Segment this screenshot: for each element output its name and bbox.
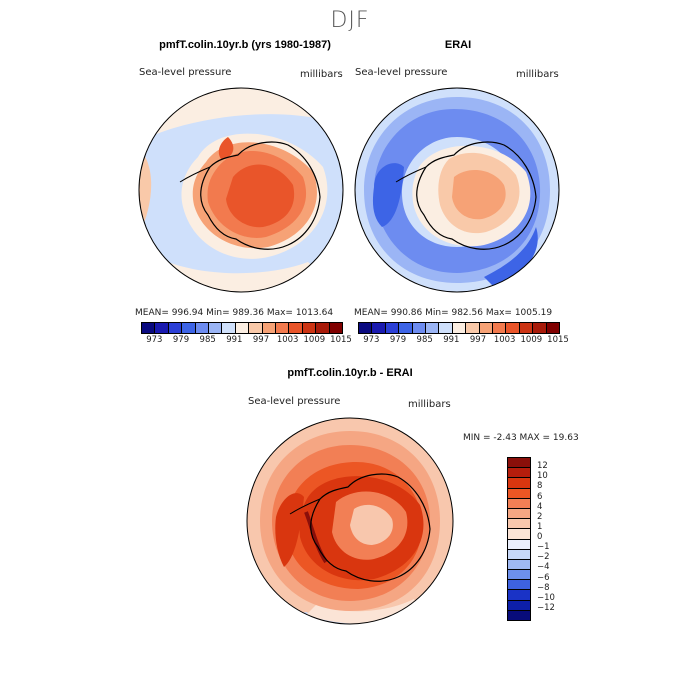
colorbar-tick-label: 4 xyxy=(537,501,543,512)
colorbar-swatch xyxy=(235,323,250,333)
colorbar-swatch xyxy=(466,323,480,333)
colorbar-swatch xyxy=(506,323,520,333)
obs-units-label: millibars xyxy=(516,69,559,80)
colorbar-tick-label: 8 xyxy=(537,481,543,492)
colorbar-swatch xyxy=(195,323,210,333)
colorbar-swatch xyxy=(508,529,530,540)
colorbar-tick-label: −1 xyxy=(537,542,550,553)
colorbar-tick-label: 985 xyxy=(199,335,216,345)
obs-colorbar xyxy=(358,322,560,334)
colorbar-swatch xyxy=(508,600,530,611)
colorbar-tick-label: 973 xyxy=(363,335,380,345)
colorbar-tick-label: 1009 xyxy=(303,335,326,345)
model-units-label: millibars xyxy=(300,69,343,80)
obs-variable-label: Sea-level pressure xyxy=(355,67,448,78)
colorbar-tick-label: −4 xyxy=(537,562,550,573)
colorbar-swatch xyxy=(142,323,156,333)
colorbar-tick-label: 1015 xyxy=(547,335,569,345)
colorbar-swatch xyxy=(412,323,427,333)
obs-panel-title: ERAI xyxy=(444,39,472,51)
colorbar-swatch xyxy=(508,549,530,560)
obs-polar-map xyxy=(354,87,560,293)
colorbar-swatch xyxy=(508,458,530,469)
diff-colorbar-ticks: 12 10 8 6 4 2 1 0 −1 −2 −4 −6 −8 −10 −12 xyxy=(537,457,567,621)
colorbar-swatch xyxy=(546,323,560,333)
colorbar-swatch xyxy=(426,323,440,333)
colorbar-tick-label: −12 xyxy=(537,602,555,613)
colorbar-swatch xyxy=(249,323,263,333)
colorbar-swatch xyxy=(439,323,453,333)
colorbar-swatch xyxy=(508,590,530,601)
colorbar-swatch xyxy=(222,323,236,333)
colorbar-tick-label: 6 xyxy=(537,491,543,502)
colorbar-swatch xyxy=(508,580,530,591)
colorbar-swatch xyxy=(508,519,530,530)
diff-polar-map xyxy=(246,417,454,625)
colorbar-swatch xyxy=(359,323,373,333)
colorbar-tick-label: 979 xyxy=(172,335,190,345)
colorbar-tick-label: 1003 xyxy=(276,335,299,345)
diff-colorbar xyxy=(507,457,531,621)
diff-stats: MIN = -2.43 MAX = 19.63 xyxy=(463,433,579,443)
colorbar-swatch xyxy=(276,323,290,333)
diff-units-label: millibars xyxy=(408,399,451,410)
colorbar-swatch xyxy=(519,323,534,333)
colorbar-swatch xyxy=(508,570,530,581)
colorbar-tick-label: 1003 xyxy=(493,335,516,345)
colorbar-swatch xyxy=(329,323,343,333)
colorbar-tick-label: −6 xyxy=(537,572,550,583)
colorbar-tick-label: 979 xyxy=(389,335,407,345)
model-colorbar xyxy=(141,322,343,334)
colorbar-tick-label: 1 xyxy=(537,521,543,532)
colorbar-tick-label: −8 xyxy=(537,582,550,593)
colorbar-swatch xyxy=(155,323,169,333)
colorbar-swatch xyxy=(262,323,277,333)
colorbar-swatch xyxy=(385,323,400,333)
colorbar-swatch xyxy=(493,323,507,333)
colorbar-swatch xyxy=(168,323,183,333)
colorbar-swatch xyxy=(399,323,413,333)
colorbar-swatch xyxy=(508,468,530,479)
colorbar-tick-label: −2 xyxy=(537,552,550,563)
colorbar-swatch xyxy=(182,323,196,333)
colorbar-swatch xyxy=(508,610,530,620)
colorbar-swatch xyxy=(452,323,467,333)
colorbar-swatch xyxy=(479,323,494,333)
colorbar-swatch xyxy=(508,539,530,550)
figure-title: DJF xyxy=(330,8,370,33)
colorbar-tick-label: 2 xyxy=(537,511,543,522)
colorbar-swatch xyxy=(508,559,530,571)
colorbar-tick-label: 12 xyxy=(537,461,548,472)
model-polar-map xyxy=(138,87,344,293)
colorbar-tick-label: 0 xyxy=(537,532,543,542)
colorbar-tick-label: 973 xyxy=(146,335,163,345)
colorbar-swatch xyxy=(508,498,530,509)
colorbar-swatch xyxy=(289,323,303,333)
colorbar-swatch xyxy=(533,323,547,333)
diff-panel-title: pmfT.colin.10yr.b - ERAI xyxy=(287,367,413,379)
colorbar-tick-label: 997 xyxy=(469,335,487,345)
colorbar-swatch xyxy=(508,508,530,520)
colorbar-tick-label: −10 xyxy=(537,592,555,603)
colorbar-swatch xyxy=(302,323,317,333)
colorbar-tick-label: 997 xyxy=(252,335,270,345)
colorbar-tick-label: 1015 xyxy=(330,335,352,345)
colorbar-swatch xyxy=(209,323,223,333)
colorbar-tick-label: 985 xyxy=(416,335,433,345)
colorbar-swatch xyxy=(508,478,530,489)
colorbar-tick-label: 991 xyxy=(443,335,460,345)
colorbar-tick-label: 1009 xyxy=(520,335,543,345)
colorbar-tick-label: 991 xyxy=(226,335,243,345)
colorbar-tick-label: 10 xyxy=(537,471,548,482)
colorbar-swatch xyxy=(508,488,530,499)
model-variable-label: Sea-level pressure xyxy=(139,67,232,78)
obs-stats: MEAN= 990.86 Min= 982.56 Max= 1005.19 xyxy=(354,308,553,318)
colorbar-swatch xyxy=(316,323,330,333)
model-stats: MEAN= 996.94 Min= 989.36 Max= 1013.64 xyxy=(135,308,334,318)
colorbar-swatch xyxy=(372,323,386,333)
diff-variable-label: Sea-level pressure xyxy=(248,396,341,407)
model-panel-title: pmfT.colin.10yr.b (yrs 1980-1987) xyxy=(159,39,331,51)
